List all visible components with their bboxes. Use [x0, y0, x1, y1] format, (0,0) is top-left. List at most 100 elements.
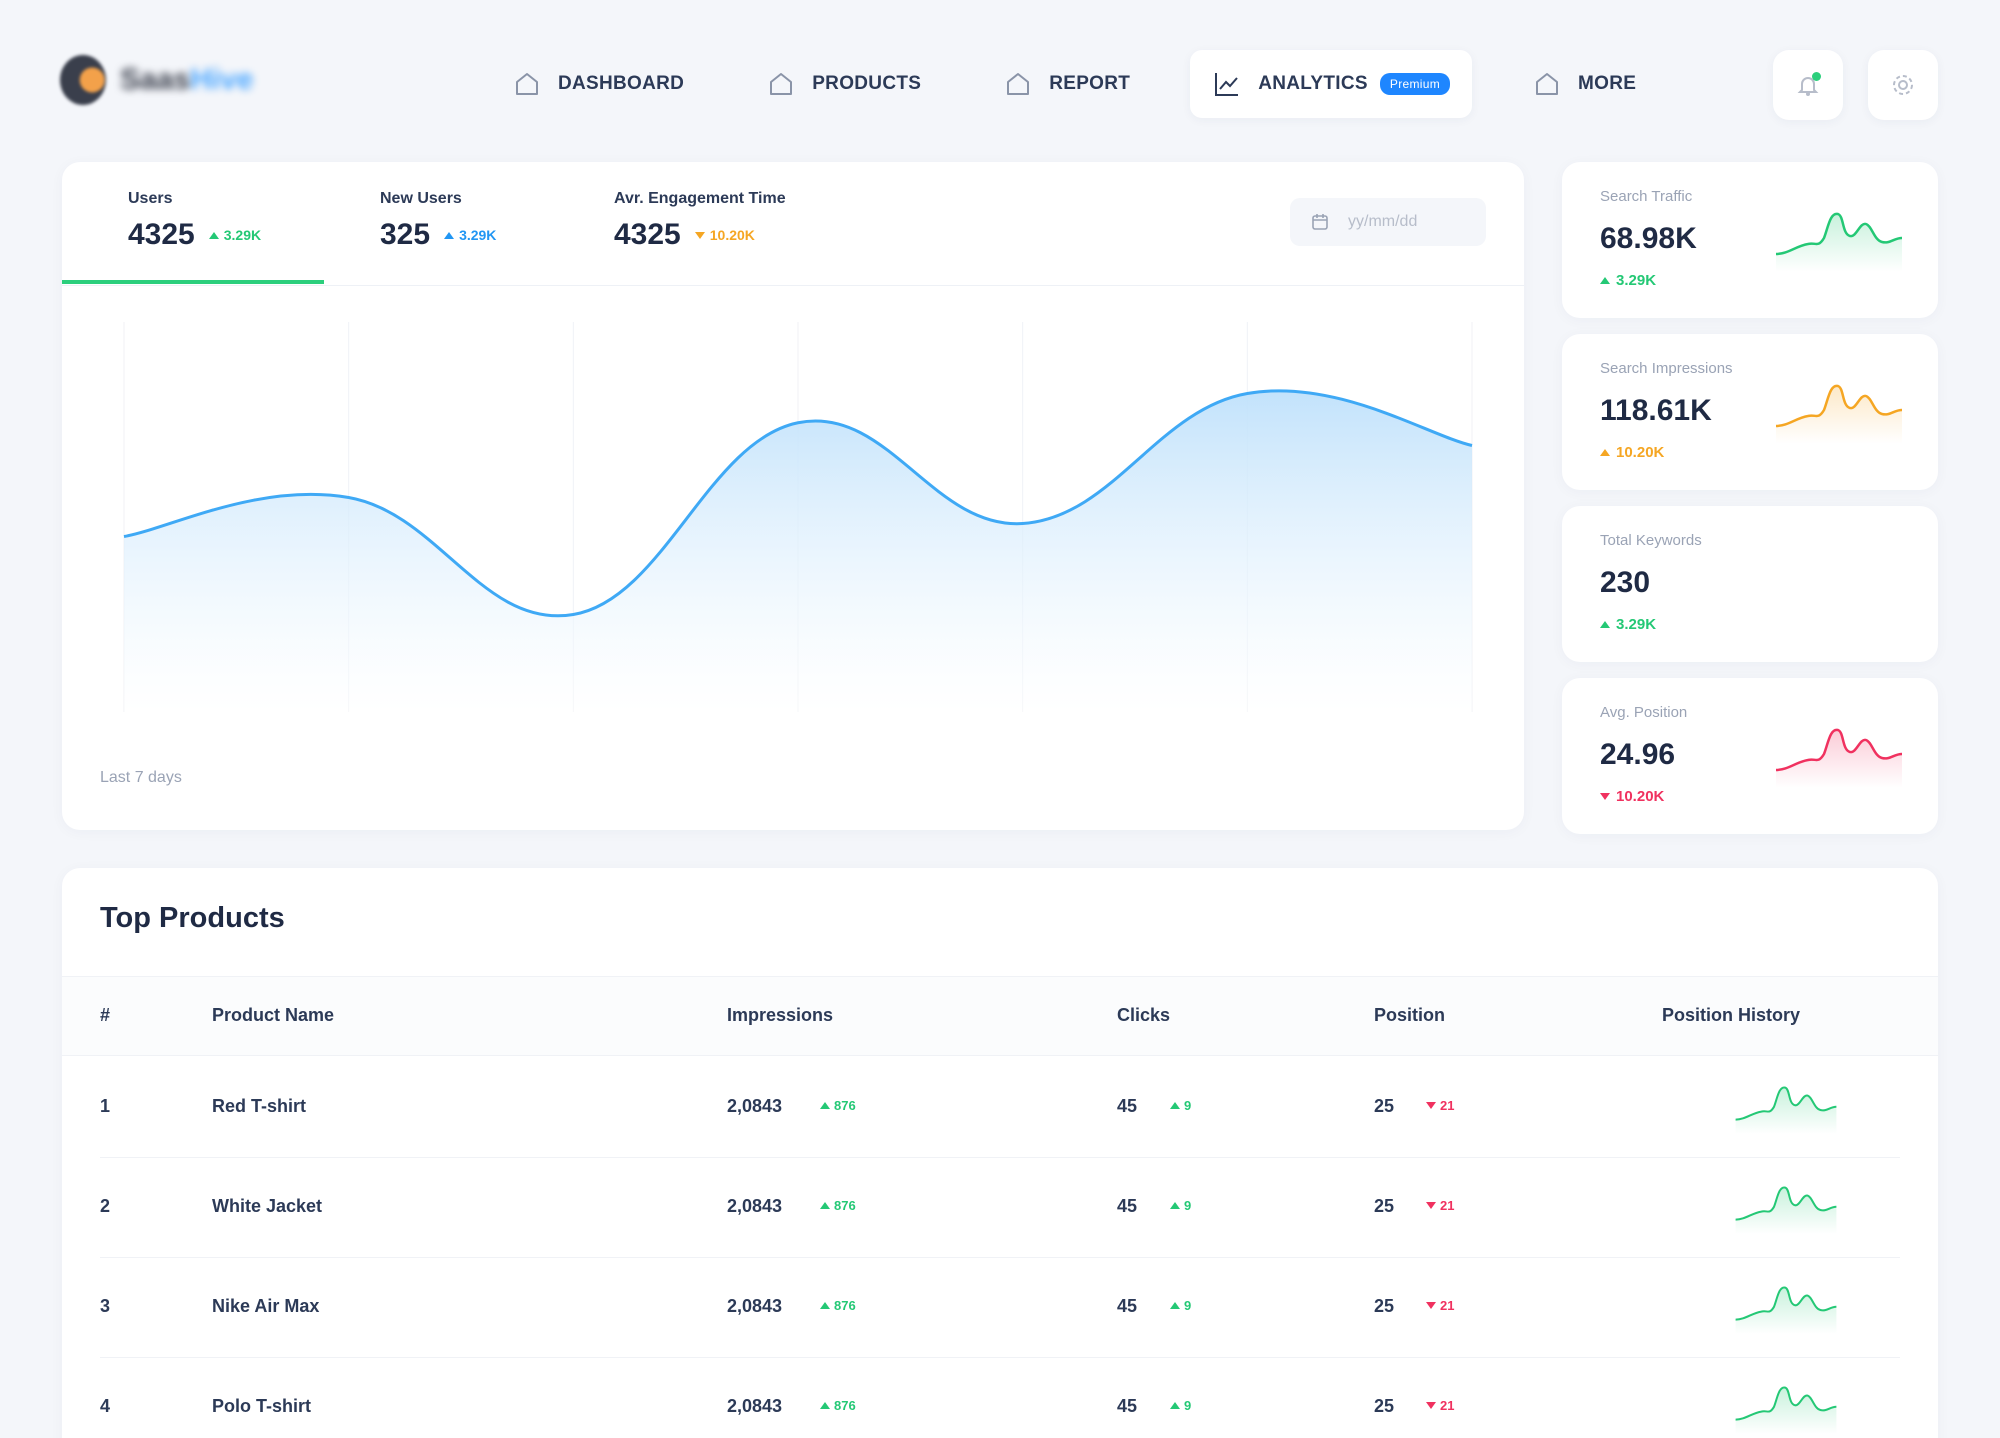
tab-users[interactable]: Users 4325 3.29K [128, 190, 261, 252]
arrow-up-icon [1170, 1102, 1180, 1109]
logo-text-part-2: Hive [190, 63, 254, 96]
stat-delta: 3.29K [1600, 616, 1656, 633]
stat-card-total-keywords[interactable]: Total Keywords 230 3.29K [1562, 506, 1938, 662]
column-header-position[interactable]: Position [1374, 1005, 1445, 1025]
cell-position: 25 [1374, 1296, 1395, 1316]
stat-delta-value: 10.20K [1616, 788, 1665, 805]
arrow-down-icon [694, 231, 705, 239]
bell-icon [1797, 77, 1819, 96]
cell-impressions-delta: 876 [820, 1298, 856, 1313]
delta-value: 876 [834, 1298, 856, 1313]
column-header-rank: # [100, 1005, 111, 1025]
cell-position: 25 [1374, 1196, 1395, 1216]
stat-value: 68.98K [1600, 222, 1697, 255]
cell-position-delta: 21 [1426, 1298, 1454, 1313]
table-row[interactable]: 2 White Jacket 2,0843 876 45 9 25 21 [100, 1158, 1900, 1258]
nav-label: PRODUCTS [812, 73, 922, 94]
cell-clicks: 45 [1117, 1096, 1138, 1116]
cell-clicks-delta: 9 [1170, 1098, 1191, 1113]
main-nav: DASHBOARD PRODUCTS REPORT ANALYTICS Prem… [490, 50, 1696, 118]
arrow-down-icon [1600, 793, 1610, 800]
sparkline-line [1775, 728, 1903, 772]
active-tab-indicator [62, 280, 324, 284]
stat-card-search-impressions[interactable]: Search Impressions 118.61K 10.20K [1562, 334, 1938, 490]
nav-item-more[interactable]: MORE [1510, 50, 1658, 118]
chart-period-label: Last 7 days [100, 769, 182, 786]
cell-impressions: 2,0843 [727, 1196, 783, 1216]
cell-clicks: 45 [1117, 1296, 1138, 1316]
sparkline-line [1735, 1386, 1837, 1421]
cell-clicks-delta: 9 [1170, 1198, 1191, 1213]
premium-badge: Premium [1379, 73, 1450, 95]
cell-rank: 4 [100, 1396, 111, 1416]
table-row[interactable]: 3 Nike Air Max 2,0843 876 45 9 25 21 [100, 1258, 1900, 1358]
arrow-up-icon [208, 231, 219, 239]
tab-delta-value: 10.20K [709, 227, 755, 243]
cell-impressions-delta: 876 [820, 1098, 856, 1113]
stat-delta: 10.20K [1600, 788, 1664, 805]
delta-value: 9 [1184, 1298, 1192, 1313]
position-history-sparkline [1735, 1086, 1837, 1134]
cell-rank: 3 [100, 1296, 111, 1316]
stat-label: Total Keywords [1600, 532, 1702, 549]
nav-item-dashboard[interactable]: DASHBOARD [490, 50, 706, 118]
stat-card-search-traffic[interactable]: Search Traffic 68.98K 3.29K [1562, 162, 1938, 318]
table-row[interactable]: 4 Polo T-shirt 2,0843 876 45 9 25 21 [100, 1358, 1900, 1438]
cell-product-name: Red T-shirt [212, 1096, 307, 1116]
cell-position: 25 [1374, 1396, 1395, 1416]
section-title: Top Products [100, 902, 285, 934]
delta-value: 21 [1440, 1398, 1455, 1413]
delta-value: 876 [834, 1398, 856, 1413]
tab-label: New Users [380, 190, 462, 207]
cell-product-name: Polo T-shirt [212, 1396, 311, 1416]
logo-mark-icon [60, 55, 106, 105]
overview-card: Users 4325 3.29K New Users 325 3.29K Avr… [62, 162, 1524, 830]
arrow-down-icon [1426, 1102, 1436, 1109]
tab-delta: 3.29K [444, 227, 496, 243]
sparkline-line [1735, 1086, 1837, 1121]
stat-delta: 10.20K [1600, 444, 1664, 461]
delta-value: 876 [834, 1098, 856, 1113]
position-history-sparkline [1735, 1286, 1837, 1334]
table-row[interactable]: 1 Red T-shirt 2,0843 876 45 9 25 21 [100, 1058, 1900, 1158]
settings-button[interactable] [1868, 50, 1938, 120]
metric-tabs: Users 4325 3.29K New Users 325 3.29K Avr… [62, 162, 1524, 286]
calendar-icon [1312, 214, 1328, 230]
arrow-up-icon [820, 1202, 830, 1209]
tab-engagement-time[interactable]: Avr. Engagement Time 4325 10.20K [614, 190, 786, 252]
nav-item-analytics[interactable]: ANALYTICS Premium [1190, 50, 1472, 118]
tab-delta: 10.20K [694, 227, 755, 243]
tab-new-users[interactable]: New Users 325 3.29K [380, 190, 496, 252]
cell-impressions: 2,0843 [727, 1296, 783, 1316]
column-header-product-name[interactable]: Product Name [212, 1005, 335, 1025]
logo[interactable]: Saas Hive [60, 55, 253, 105]
tab-delta-value: 3.29K [223, 227, 262, 243]
cell-product-name: White Jacket [212, 1196, 323, 1216]
stat-value: 118.61K [1600, 394, 1712, 427]
nav-label: MORE [1578, 73, 1637, 94]
stat-label: Avg. Position [1600, 704, 1688, 721]
notifications-button[interactable] [1773, 50, 1843, 120]
arrow-up-icon [820, 1302, 830, 1309]
cell-clicks: 45 [1117, 1396, 1138, 1416]
users-area-chart [62, 302, 1524, 742]
nav-label: DASHBOARD [558, 73, 685, 94]
column-header-clicks[interactable]: Clicks [1117, 1005, 1171, 1025]
nav-item-report[interactable]: REPORT [981, 50, 1152, 118]
delta-value: 9 [1184, 1398, 1192, 1413]
nav-label: REPORT [1049, 73, 1131, 94]
notification-dot [1812, 72, 1821, 81]
cell-rank: 1 [100, 1096, 111, 1116]
column-header-position-history: Position History [1662, 1005, 1801, 1025]
date-input[interactable] [1348, 213, 1468, 231]
tab-value: 325 [380, 218, 431, 251]
column-header-impressions[interactable]: Impressions [727, 1005, 834, 1025]
stat-card-avg-position[interactable]: Avg. Position 24.96 10.20K [1562, 678, 1938, 834]
home-icon [1007, 73, 1030, 95]
cell-position-delta: 21 [1426, 1098, 1454, 1113]
position-history-sparkline [1735, 1386, 1837, 1434]
nav-item-products[interactable]: PRODUCTS [744, 50, 943, 118]
arrow-down-icon [1426, 1402, 1436, 1409]
tab-label: Avr. Engagement Time [614, 190, 786, 207]
date-picker[interactable] [1290, 198, 1486, 246]
